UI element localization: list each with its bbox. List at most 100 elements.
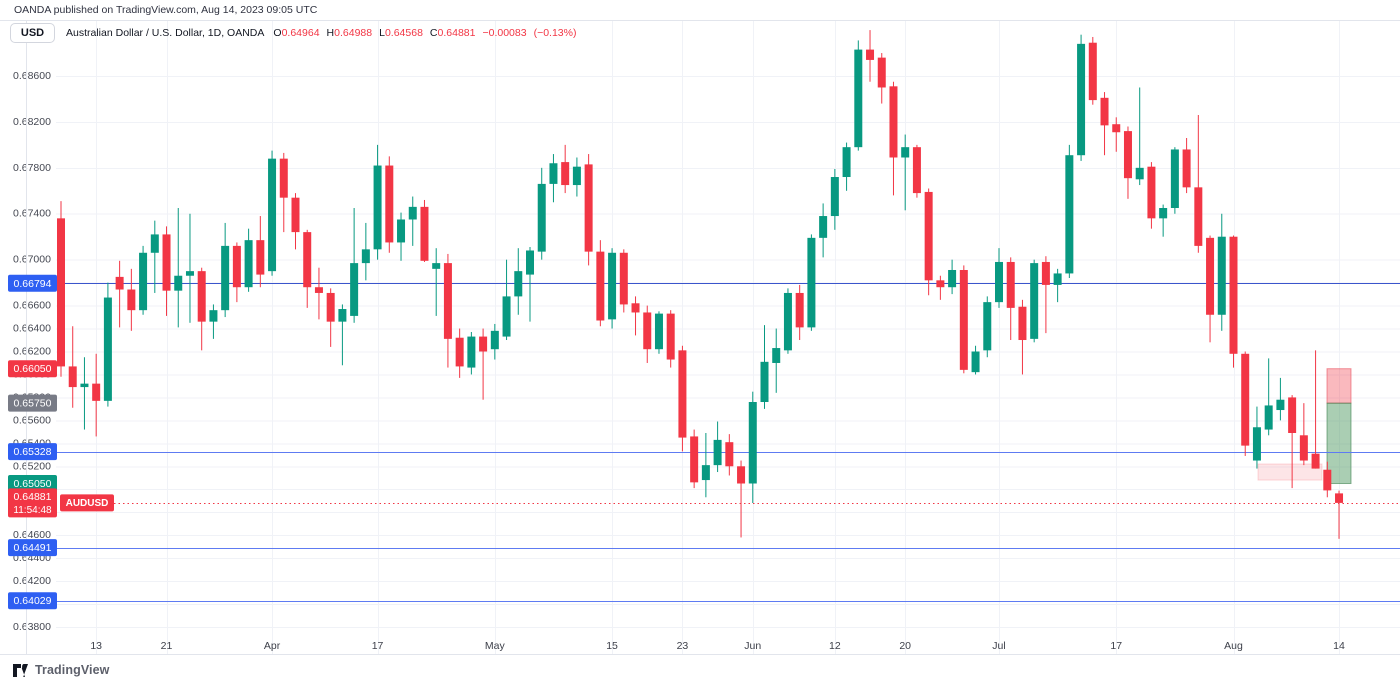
- candle-body: [1311, 453, 1320, 469]
- candle-body: [1217, 236, 1226, 315]
- price-tick-label: 0.64600: [13, 529, 51, 541]
- candle-body: [854, 49, 863, 148]
- svg-text:0.65328: 0.65328: [14, 446, 52, 458]
- candle-body: [983, 302, 992, 351]
- candle-body: [1264, 405, 1273, 430]
- candle-body: [185, 271, 194, 276]
- candle-body: [1276, 399, 1285, 411]
- time-tick-label: 20: [899, 640, 911, 652]
- candle-body: [1288, 397, 1297, 433]
- high-label: H: [326, 27, 335, 39]
- candle-body: [912, 147, 921, 194]
- candle-body: [1182, 149, 1191, 188]
- grid: [26, 21, 1400, 654]
- price-tick-label: 0.68600: [13, 70, 51, 82]
- supply-red-zone[interactable]: [1326, 368, 1352, 404]
- candle-body: [995, 261, 1003, 303]
- symbol-tag-badge[interactable]: AUDUSD: [60, 494, 114, 512]
- svg-text:0.64491: 0.64491: [14, 542, 52, 554]
- candle-body: [526, 250, 534, 275]
- svg-text:0.64029: 0.64029: [14, 595, 52, 607]
- candle-body: [537, 183, 546, 252]
- last-price-badge[interactable]: 0.64881 11:54:48: [8, 488, 57, 518]
- time-tick-label: 17: [1110, 640, 1122, 652]
- price-tick-label: 0.66600: [13, 300, 51, 312]
- candle-body: [737, 466, 746, 484]
- low-value: 0.64568: [384, 27, 423, 39]
- candle-body: [936, 280, 945, 288]
- candle-body: [127, 289, 136, 311]
- price-tick-label: 0.67000: [13, 254, 51, 266]
- price-level-badge-0.65328[interactable]: 0.65328: [8, 443, 57, 461]
- candle-body: [326, 292, 335, 322]
- candle-body: [760, 361, 769, 403]
- candle-body: [1252, 427, 1261, 461]
- time-scale[interactable]: 13 21 Apr 17 May 15 23 Jun 12 20 Jul 17 Aug 14: [90, 640, 1345, 652]
- candle-body: [1335, 493, 1344, 503]
- candle-body: [1100, 97, 1109, 126]
- currency-button[interactable]: USD: [10, 23, 55, 43]
- candle-body: [1159, 208, 1168, 219]
- ohlc-readout: O0.64964 H0.64988 L0.64568 C0.64881 −0.0…: [273, 27, 576, 39]
- candle-body: [57, 218, 65, 367]
- chart-header: USD Australian Dollar / U.S. Dollar, 1D,…: [10, 23, 576, 43]
- candle-body: [303, 232, 312, 288]
- candle-body: [1053, 273, 1062, 285]
- price-level-badge-0.65750[interactable]: 0.65750: [8, 394, 57, 412]
- candle-body: [1147, 166, 1156, 219]
- tradingview-logo[interactable]: TradingView: [13, 663, 110, 677]
- candle-body: [877, 57, 886, 88]
- candle-body: [479, 336, 488, 352]
- candle-body: [103, 297, 112, 401]
- candle-body: [232, 245, 241, 288]
- base-pink-box[interactable]: [1257, 463, 1323, 481]
- candle-body: [150, 234, 159, 253]
- price-level-badge-0.65050[interactable]: 0.65050: [8, 475, 57, 493]
- candle-body: [807, 237, 816, 328]
- svg-text:AUDUSD: AUDUSD: [66, 498, 109, 509]
- candle-body: [350, 263, 359, 316]
- price-tick-label: 0.68200: [13, 116, 51, 128]
- candle-body: [584, 164, 593, 252]
- price-level-badge-0.66794[interactable]: 0.66794: [8, 274, 57, 292]
- price-badges: 0.66794 0.66050 0.65750 0.65328 0.65050 0.644…: [8, 274, 114, 610]
- low-label: L: [379, 27, 385, 39]
- close-value: 0.64881: [437, 27, 476, 39]
- candle-body: [174, 275, 183, 291]
- price-level-badge-0.64029[interactable]: 0.64029: [8, 592, 57, 610]
- candle-body: [385, 165, 394, 243]
- candle-body: [959, 269, 968, 370]
- candle-body: [631, 303, 640, 313]
- price-level-badge-0.64491[interactable]: 0.64491: [8, 539, 57, 557]
- candle-body: [830, 177, 839, 217]
- candle-body: [1112, 124, 1121, 133]
- candles: [57, 30, 1344, 539]
- candle-body: [1206, 237, 1215, 315]
- price-tick-label: 0.63800: [13, 621, 51, 633]
- time-tick-label: 15: [606, 640, 618, 652]
- time-tick-label: Jun: [744, 640, 761, 652]
- candle-body: [467, 336, 476, 368]
- candle-body: [971, 351, 980, 373]
- candle-body: [314, 287, 323, 293]
- time-tick-label: 13: [90, 640, 102, 652]
- change-value: −0.00083: [482, 27, 527, 39]
- chart-frame: [0, 20, 1400, 655]
- candle-body: [1006, 261, 1015, 308]
- candle-body: [643, 312, 652, 350]
- candle-body: [221, 245, 230, 311]
- candle-body: [748, 402, 757, 484]
- candle-body: [1229, 236, 1238, 354]
- price-tick-label: 0.67800: [13, 162, 51, 174]
- candle-body: [397, 219, 406, 243]
- time-tick-label: 21: [161, 640, 173, 652]
- open-label: O: [273, 27, 282, 39]
- symbol-title[interactable]: Australian Dollar / U.S. Dollar, 1D, OAN…: [66, 27, 265, 39]
- candle-body: [701, 465, 710, 481]
- time-tick-label: 12: [829, 640, 841, 652]
- candle-body: [291, 197, 300, 233]
- candle-body: [443, 263, 452, 339]
- price-tick-label: 0.64200: [13, 575, 51, 587]
- price-level-badge-0.66050[interactable]: 0.66050: [8, 360, 57, 378]
